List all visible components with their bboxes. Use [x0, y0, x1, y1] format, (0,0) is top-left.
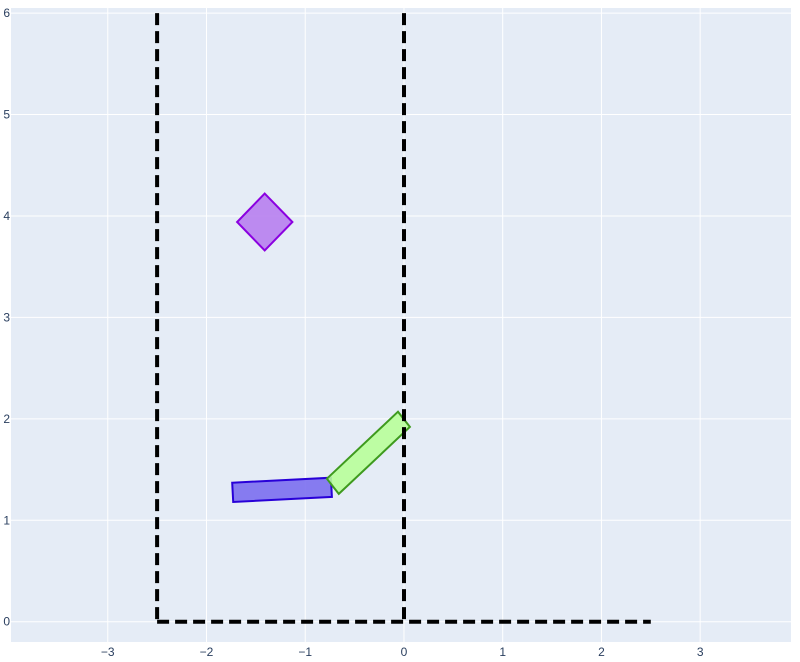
- y-tick-label: 6: [3, 6, 10, 20]
- blue-bar-shape: [231, 476, 333, 504]
- shapes-layer: [231, 192, 412, 504]
- x-tick-label: −1: [298, 645, 312, 659]
- x-tick-label: −3: [101, 645, 115, 659]
- y-tick-label: 2: [3, 412, 10, 426]
- x-tick-label: −2: [200, 645, 214, 659]
- y-tick-label: 3: [3, 310, 10, 324]
- lines-layer: [155, 13, 651, 624]
- y-tick-label: 0: [3, 615, 10, 629]
- x-tick-label: 3: [697, 645, 704, 659]
- green-bar-shape: [325, 410, 412, 496]
- x-tick-label: 1: [499, 645, 506, 659]
- grid-lines: [11, 8, 791, 642]
- x-tick-label: 0: [401, 645, 408, 659]
- diamond-shape: [235, 192, 294, 252]
- x-tick-label: 2: [598, 645, 605, 659]
- y-tick-label: 1: [3, 513, 10, 527]
- x-axis-ticks: −3 −2 −1 0 1 2 3: [101, 645, 704, 659]
- y-axis-ticks: 0 1 2 3 4 5 6: [3, 6, 10, 629]
- y-tick-label: 4: [3, 209, 10, 223]
- y-tick-label: 5: [3, 108, 10, 122]
- plot-background: [11, 8, 791, 642]
